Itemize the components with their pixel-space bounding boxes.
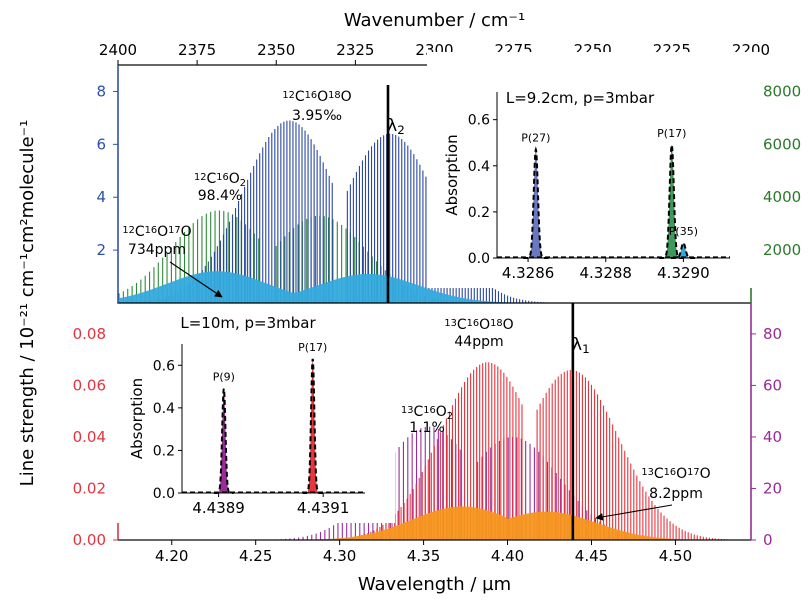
series-value-13C16O18O: 44ppm [454,334,503,350]
inset-top-ytick-label: 0.4 [468,159,490,175]
top-axis-label: Wavenumber / cm⁻¹ [344,10,525,31]
top-axis-tick-label: 2400 [99,41,137,59]
series-bottom-13C16O17O [201,506,751,540]
inset-top-ytick-label: 0.0 [468,251,490,267]
bottom-left-tick-label: 0.00 [73,531,106,549]
top-axis-tick-label: 2350 [257,41,295,59]
bottom-left-tick-label: 0.04 [73,428,106,446]
inset-bottom-bg [112,304,395,523]
inset-top-peak-fill [523,149,549,258]
top-axis-tick-label: 2375 [178,41,216,59]
series-label-12C16O2: 12C16O2 [194,171,246,189]
inset-top-peak-fill [659,145,685,258]
x-axis-label: Wavelength / µm [358,574,511,595]
x-axis-tick-label: 4.45 [575,547,608,565]
inset-bottom-xtick-label: 4.4389 [192,499,245,517]
bottom-right-tick-label: 60 [763,376,782,394]
inset-top-xtick-label: 4.3290 [657,264,710,282]
top-left-tick-label: 6 [96,135,106,153]
top-left-tick-label: 4 [96,188,106,206]
bottom-right-tick-label: 20 [763,479,782,497]
bottom-left-tick-label: 0.08 [73,325,106,343]
inset-top-ylabel: Absorption [443,134,461,215]
inset-bottom-peak-label: P(17) [298,341,327,354]
series-bottom-13C16O18O [321,362,735,540]
series-label-13C16O18O: 13C16O18O [444,317,513,333]
inset-bottom-xtick-label: 4.4391 [297,499,350,517]
y-axis-label: Line strength / 10⁻²¹ cm⁻¹cm²molecule⁻¹ [17,120,38,487]
inset-bottom-peak-label: P(9) [213,371,235,384]
inset-bottom-peak-fill [302,358,323,493]
top-right-tick-label: 6000 [763,135,801,153]
spectral-band-13C16O17O [201,506,751,540]
x-axis-tick-label: 4.20 [155,547,188,565]
inset-top-peak-label: P(35) [669,225,698,238]
inset-bottom-ytick-label: 0.6 [153,358,175,374]
series-value-13C16O17O: 8.2ppm [649,486,703,502]
inset-bottom-peak-fill [213,388,234,493]
inset-top-title: L=9.2cm, p=3mbar [506,89,655,107]
top-right-tick-label: 4000 [763,188,801,206]
inset-top-bg [427,52,760,288]
series-value-12C16O18O: 3.95‰ [292,108,342,124]
arrow-13C16O17O [595,504,673,521]
inset-top-peak-label: P(17) [657,127,686,140]
bottom-left-tick-label: 0.06 [73,376,106,394]
inset-top-ytick-label: 0.6 [468,113,490,129]
bottom-left-tick-label: 0.02 [73,479,106,497]
inset-top-peak-label: P(27) [521,132,550,145]
series-value-12C16O17O: 734ppm [128,242,186,258]
bottom-right-tick-label: 0 [763,531,773,549]
series-label-13C16O17O: 13C16O17O [641,466,710,482]
inset-top-ytick-label: 0.2 [468,205,490,221]
inset-bottom-ytick-label: 0.4 [153,401,175,417]
top-left-tick-label: 2 [96,241,106,259]
lambda-2-marker-label: λ2 [387,116,405,137]
inset-bottom-ytick-label: 0.2 [153,443,175,459]
inset-top: P(27) P(17) P(35) 0.0 0.2 0.4 0.6 4.3286 4.3288 4… [427,52,760,288]
top-axis-tick-label: 2325 [336,41,374,59]
inset-top-peak-fill [670,243,696,258]
inset-top-xtick-label: 4.3286 [502,264,555,282]
series-label-12C16O18O: 12C16O18O [282,89,351,105]
top-right-tick-label: 8000 [763,82,801,100]
inset-bottom: P(9) P(17) 0.0 0.2 0.4 0.6 4.4389 4.4391 Absorpt… [112,304,395,523]
series-value-12C16O2: 98.4% [198,188,242,204]
bottom-right-tick-label: 40 [763,428,782,446]
series-label-13C16O2: 13C16O2 [401,404,453,422]
inset-bottom-ytick-label: 0.0 [153,486,175,502]
bottom-right-tick-label: 80 [763,325,782,343]
x-axis-tick-label: 4.30 [323,547,356,565]
top-right-tick-label: 2000 [763,241,801,259]
series-label-12C16O17O: 12C16O17O [122,224,191,240]
top-left-tick-label: 8 [96,82,106,100]
inset-bottom-title: L=10m, p=3mbar [180,314,316,332]
series-value-13C16O2: 1.1% [409,420,445,436]
arrow-12C16O17O [169,261,223,298]
x-axis-tick-label: 4.40 [491,547,524,565]
inset-bottom-ylabel: Absorption [128,378,146,459]
x-axis-tick-label: 4.50 [659,547,692,565]
series-top-12C16O17O [118,271,595,303]
spectral-band-12C16O17O [118,271,595,303]
inset-top-xtick-label: 4.3288 [579,264,632,282]
x-axis-tick-label: 4.25 [239,547,272,565]
lambda-1-marker-label: λ1 [572,335,590,356]
x-axis-tick-label: 4.35 [407,547,440,565]
